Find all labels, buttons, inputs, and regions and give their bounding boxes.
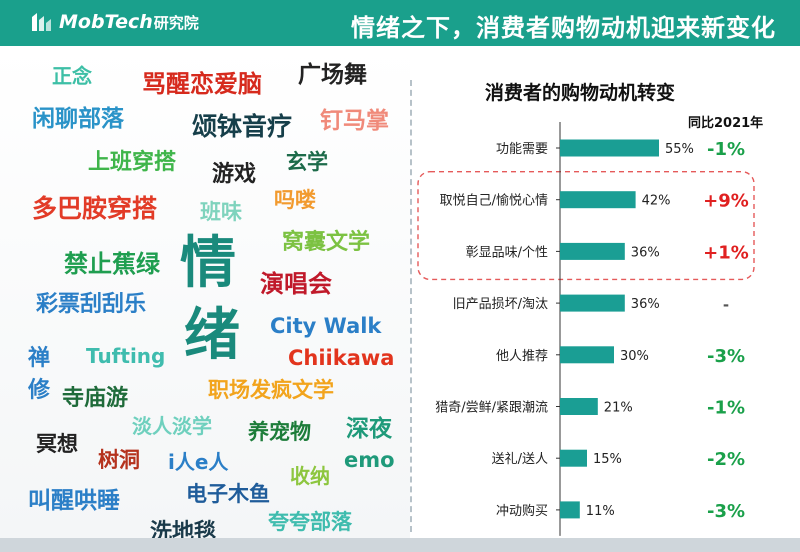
word-cloud-term: 多巴胺穿搭	[32, 194, 158, 223]
mobtech-logo: MobTech 研究院	[30, 8, 199, 36]
category-label: 冲动购买	[496, 503, 548, 519]
data-label: 36%	[631, 245, 660, 260]
bar	[560, 398, 598, 415]
data-label: 42%	[642, 194, 671, 209]
word-cloud-term: 树洞	[98, 448, 140, 472]
word-cloud-term: 职场发疯文学	[208, 378, 334, 402]
word-cloud-term: 广场舞	[298, 62, 367, 88]
data-label: 36%	[631, 297, 660, 312]
yoy-label: +1%	[703, 242, 749, 263]
data-label: 11%	[586, 504, 615, 519]
yoy-label: -1%	[707, 398, 745, 419]
bar	[560, 501, 580, 519]
header-banner: MobTech 研究院 情绪之下，消费者购物动机迎来新变化	[0, 0, 800, 46]
category-label: 彰显品味/个性	[466, 244, 548, 260]
brand-name: MobTech	[59, 11, 153, 33]
bottom-strip	[0, 538, 800, 552]
word-cloud-term: Tufting	[86, 344, 166, 368]
section-divider	[410, 80, 412, 532]
yoy-column-header: 同比2021年	[688, 116, 764, 131]
bar	[560, 294, 625, 312]
word-cloud-term: 深夜	[346, 416, 392, 442]
brand-suffix: 研究院	[153, 13, 199, 32]
category-label: 他人推荐	[496, 349, 548, 364]
category-label: 送礼/送人	[492, 451, 548, 467]
word-cloud-term: i人e人	[168, 450, 229, 474]
category-label: 功能需要	[496, 142, 548, 157]
bar	[560, 346, 614, 364]
word-cloud-term: 叫醒哄睡	[28, 488, 120, 514]
word-cloud-term: 淡人淡学	[132, 414, 212, 438]
category-label: 旧产品损坏/淘汰	[453, 297, 548, 312]
word-cloud-term: 班味	[200, 200, 242, 224]
word-cloud-term: 绪	[184, 303, 240, 368]
word-cloud-term: 钉马掌	[320, 108, 389, 134]
data-label: 55%	[665, 142, 694, 157]
word-cloud-term: 冥想	[36, 432, 78, 456]
word-cloud-term: 夸夸部落	[268, 510, 352, 534]
word-cloud-term: 收纳	[290, 464, 330, 488]
data-label: 15%	[593, 452, 622, 467]
word-cloud-term: 骂醒恋爱脑	[142, 70, 262, 98]
word-cloud-term: 寺庙游	[62, 386, 129, 411]
yoy-label: -1%	[707, 139, 745, 160]
word-cloud-term: 禅	[28, 346, 51, 371]
word-cloud-term: 吗喽	[274, 188, 316, 212]
word-cloud-term: 闲聊部落	[32, 106, 124, 132]
bar	[560, 139, 659, 157]
word-cloud-term: 电子木鱼	[186, 482, 270, 506]
word-cloud-term: Chiikawa	[288, 346, 395, 370]
word-cloud-term: 窝囊文学	[282, 230, 371, 255]
word-cloud-term: emo	[344, 448, 395, 472]
bar-chart: 功能需要 55% -1% 取悦自己/愉悦心情 42% +9% 彰显品味/个性 36% +1% 旧产…	[417, 122, 755, 536]
word-cloud-term: 养宠物	[248, 420, 311, 444]
yoy-label: -	[723, 296, 729, 314]
word-cloud-term: 演唱会	[260, 270, 332, 298]
word-cloud-term: 情	[180, 231, 236, 296]
data-label: 21%	[604, 401, 633, 416]
page-title: 情绪之下，消费者购物动机迎来新变化	[351, 14, 776, 42]
yoy-label: -3%	[707, 346, 745, 367]
yoy-label: +9%	[703, 191, 749, 212]
word-cloud-term: 游戏	[212, 162, 257, 187]
word-cloud: 正念 骂醒恋爱脑 广场舞闲聊部落 颂钵音疗 钉马掌上班穿搭 玄学游戏 吗喽 多巴胺穿搭 班味窝囊…	[0, 46, 410, 544]
category-label: 猎奇/尝鲜/紧跟潮流	[435, 400, 548, 416]
word-cloud-term: 修	[28, 378, 51, 403]
data-label: 30%	[620, 349, 649, 364]
category-label: 取悦自己/愉悦心情	[440, 193, 548, 209]
bar	[560, 242, 625, 260]
word-cloud-term: 禁止蕉绿	[64, 250, 160, 278]
word-cloud-background	[0, 46, 410, 538]
bar	[560, 449, 587, 467]
chart-title: 消费者的购物动机转变	[484, 82, 675, 104]
mobtech-logo-icon	[32, 13, 51, 31]
word-cloud-term: 上班穿搭	[88, 150, 177, 175]
word-cloud-term: 玄学	[286, 150, 328, 174]
bar	[560, 191, 636, 209]
word-cloud-term: 颂钵音疗	[192, 112, 293, 141]
word-cloud-term: 彩票刮刮乐	[36, 292, 147, 317]
yoy-label: -2%	[707, 449, 745, 470]
word-cloud-term: 正念	[52, 64, 92, 88]
word-cloud-term: City Walk	[270, 314, 382, 338]
highlight-box	[417, 170, 755, 281]
yoy-label: -3%	[707, 501, 745, 522]
